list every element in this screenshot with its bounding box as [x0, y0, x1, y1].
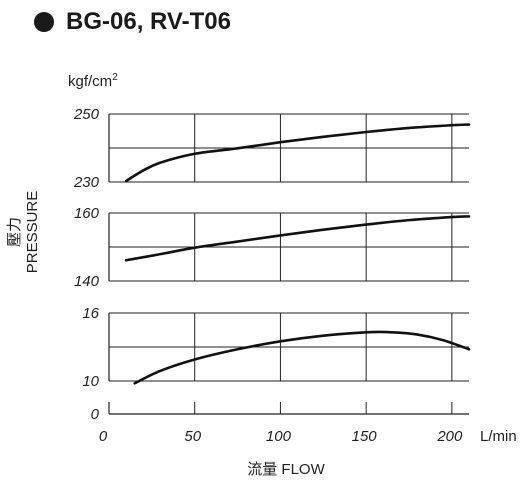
y-tick-label: 16: [82, 305, 99, 322]
x-tick-label: 200: [436, 428, 463, 445]
y-tick-label: 10: [82, 373, 99, 390]
y-unit-sup: 2: [112, 72, 118, 83]
title-text: BG-06, RV-T06: [66, 8, 231, 35]
y-unit-label: kgf/cm2: [68, 72, 118, 90]
chart-title: BG-06, RV-T06: [34, 4, 231, 40]
x-tick-label: 0: [99, 428, 108, 445]
x-tick-label: 100: [266, 428, 292, 445]
x-axis-label: 流量 FLOW: [247, 461, 325, 478]
x-tick-label: 150: [352, 428, 378, 445]
y-tick-label: 230: [73, 174, 100, 191]
y-unit-text: kgf/cm: [68, 73, 113, 90]
y-tick-label: 160: [74, 205, 100, 222]
series-line-3: [133, 330, 471, 385]
x-tick-label: 50: [184, 428, 201, 445]
x-unit-label: L/min: [480, 428, 517, 445]
y-tick-label: 250: [73, 106, 100, 123]
bullet-icon: [34, 12, 54, 32]
y-zero-label: 0: [91, 406, 100, 423]
series-line-2: [124, 215, 471, 262]
series-line-1: [124, 123, 471, 183]
y-tick-label: 140: [74, 273, 100, 290]
